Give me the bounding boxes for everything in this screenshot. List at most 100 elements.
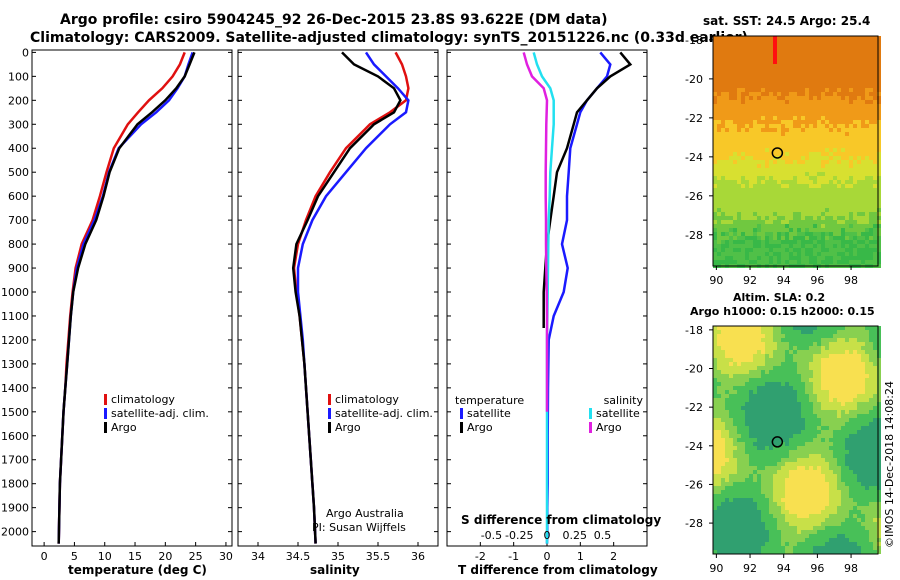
legend-label: Argo xyxy=(596,421,622,434)
map-cell xyxy=(721,446,725,450)
map-cell xyxy=(877,378,881,382)
map-cell xyxy=(777,220,781,224)
map-cell xyxy=(801,518,805,522)
map-cell xyxy=(789,498,793,502)
map-cell xyxy=(797,232,801,236)
map-cell xyxy=(869,382,873,386)
map-cell xyxy=(737,486,741,490)
map-cell xyxy=(817,168,821,172)
map-cell xyxy=(861,224,865,228)
map-cell xyxy=(781,92,785,96)
map-cell xyxy=(845,216,849,220)
map-cell xyxy=(861,156,865,160)
map-cell xyxy=(833,454,837,458)
map-cell xyxy=(749,534,753,538)
map-cell xyxy=(733,176,737,180)
map-cell xyxy=(749,490,753,494)
legend-label: Argo xyxy=(467,421,493,434)
map-cell xyxy=(781,474,785,478)
map-cell xyxy=(845,44,849,48)
map-cell xyxy=(777,330,781,334)
map-cell xyxy=(789,128,793,132)
map-cell xyxy=(753,204,757,208)
map-cell xyxy=(761,446,765,450)
map-cell xyxy=(777,486,781,490)
map-cell xyxy=(845,72,849,76)
map-cell xyxy=(861,48,865,52)
map-cell xyxy=(765,510,769,514)
map-cell xyxy=(773,216,777,220)
map-cell xyxy=(733,128,737,132)
map-cell xyxy=(805,362,809,366)
map-cell xyxy=(745,180,749,184)
map-cell xyxy=(829,88,833,92)
map-cell xyxy=(825,362,829,366)
map-cell xyxy=(873,366,877,370)
map-cell xyxy=(773,326,777,330)
map-cell xyxy=(805,498,809,502)
map-cell xyxy=(797,164,801,168)
map-cell xyxy=(797,398,801,402)
map-cell xyxy=(877,438,881,442)
map-cell xyxy=(793,506,797,510)
map-cell xyxy=(845,112,849,116)
map-cell xyxy=(745,430,749,434)
map-cell xyxy=(865,244,869,248)
map-cell xyxy=(849,52,853,56)
map-cell xyxy=(721,450,725,454)
map-cell xyxy=(833,200,837,204)
map-cell xyxy=(877,92,881,96)
map-cell xyxy=(717,382,721,386)
map-cell xyxy=(717,116,721,120)
map-cell xyxy=(849,248,853,252)
map-cell xyxy=(825,252,829,256)
map-cell xyxy=(865,176,869,180)
map-cell xyxy=(725,104,729,108)
map-cell xyxy=(821,462,825,466)
map-cell xyxy=(825,228,829,232)
map-cell xyxy=(861,128,865,132)
map-cell xyxy=(857,510,861,514)
map-cell xyxy=(801,482,805,486)
map-cell xyxy=(753,196,757,200)
map-cell xyxy=(729,124,733,128)
map-cell xyxy=(733,168,737,172)
map-cell xyxy=(757,180,761,184)
map-cell xyxy=(721,362,725,366)
map-cell xyxy=(829,160,833,164)
map-cell xyxy=(757,478,761,482)
map-cell xyxy=(781,108,785,112)
map-cell xyxy=(837,382,841,386)
map-cell xyxy=(761,498,765,502)
map-cell xyxy=(745,466,749,470)
map-cell xyxy=(717,378,721,382)
map-cell xyxy=(857,334,861,338)
map-cell xyxy=(853,168,857,172)
map-cell xyxy=(793,470,797,474)
map-cell xyxy=(761,494,765,498)
map-cell xyxy=(765,538,769,542)
map-cell xyxy=(781,498,785,502)
map-cell xyxy=(717,124,721,128)
map-cell xyxy=(761,382,765,386)
map-cell xyxy=(809,160,813,164)
map-cell xyxy=(793,100,797,104)
map-cell xyxy=(825,64,829,68)
map-cell xyxy=(745,486,749,490)
map-cell xyxy=(865,402,869,406)
map-cell xyxy=(877,494,881,498)
map-cell xyxy=(801,116,805,120)
map-cell xyxy=(861,406,865,410)
map-cell xyxy=(805,466,809,470)
map-cell xyxy=(805,200,809,204)
x-tick-label: 36 xyxy=(411,550,425,563)
map-cell xyxy=(809,40,813,44)
map-cell xyxy=(873,494,877,498)
map-cell xyxy=(717,434,721,438)
map-cell xyxy=(813,176,817,180)
map-cell xyxy=(805,338,809,342)
map-cell xyxy=(813,358,817,362)
map-cell xyxy=(749,530,753,534)
map-cell xyxy=(757,136,761,140)
